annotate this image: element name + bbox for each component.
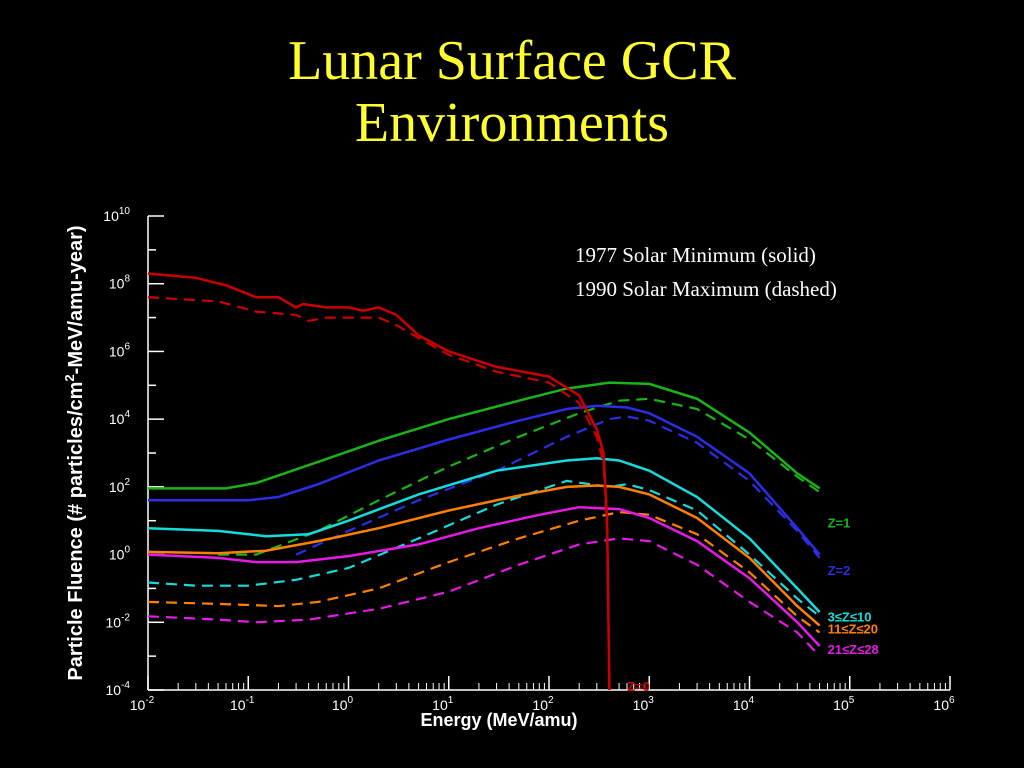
x-tick-label: 105	[833, 695, 855, 713]
y-axis-title: Particle Fluence (# particles/cm2-MeV/am…	[62, 225, 87, 680]
series-label: 11≤Z≤20	[828, 622, 878, 637]
series-label: Z=1	[828, 515, 851, 530]
legend-text: 1990 Solar Maximum (dashed)	[575, 277, 837, 301]
series-line-dashed	[147, 537, 821, 657]
title-line-2: Environments	[354, 92, 670, 154]
slide-title: Lunar Surface GCR Environments	[0, 30, 1024, 154]
legend-text: 1977 Solar Minimum (solid)	[575, 243, 816, 267]
series-line-dashed	[147, 510, 821, 634]
series-label: Z=2	[828, 563, 851, 578]
x-tick-label: 10-2	[130, 695, 155, 713]
series-line-solid	[147, 505, 821, 647]
series-line-dashed	[147, 296, 611, 691]
series-label: 21≤Z≤28	[828, 642, 879, 657]
series-line-solid	[147, 484, 821, 627]
y-tick-label: 106	[109, 341, 131, 359]
series-line-dashed	[147, 479, 821, 618]
x-tick-label: 106	[933, 695, 955, 713]
series-line-dashed	[295, 415, 821, 559]
series-line-dashed	[218, 397, 821, 556]
y-tick-label: 10-4	[106, 680, 131, 698]
series-line-solid	[148, 381, 821, 490]
series-line-solid	[147, 456, 821, 613]
x-tick-label: 101	[432, 695, 454, 713]
x-tick-label: 102	[532, 695, 554, 713]
title-line-1: Lunar Surface GCR	[288, 30, 736, 92]
series-line-solid	[148, 404, 821, 556]
y-tick-label: 10-2	[106, 612, 131, 630]
series-label: 3≤Z≤10	[828, 609, 872, 624]
y-tick-label: 104	[109, 409, 131, 427]
y-tick-label: 108	[109, 274, 131, 292]
x-tick-label: 10-1	[230, 695, 255, 713]
series-label: Z=0	[627, 679, 650, 694]
series-line-solid	[147, 272, 611, 691]
x-axis-title: Energy (MeV/amu)	[420, 710, 577, 730]
y-tick-label: 100	[109, 545, 131, 563]
x-tick-label: 100	[332, 695, 354, 713]
x-tick-label: 104	[733, 695, 755, 713]
y-tick-label: 102	[109, 477, 131, 495]
y-tick-label: 1010	[103, 206, 130, 224]
x-tick-label: 103	[633, 695, 655, 713]
